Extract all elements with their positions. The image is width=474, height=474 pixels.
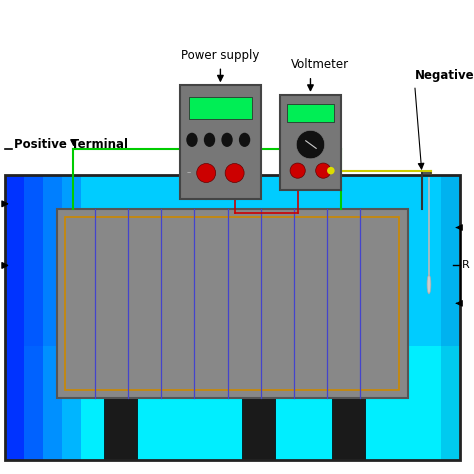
- Circle shape: [327, 167, 335, 174]
- Bar: [57, 209, 408, 398]
- Text: Positive Terminal: Positive Terminal: [14, 138, 128, 151]
- Bar: [280, 95, 341, 190]
- Text: R: R: [462, 260, 470, 271]
- Bar: [287, 104, 334, 122]
- Bar: [5, 175, 24, 460]
- Bar: [242, 398, 275, 460]
- Bar: [5, 175, 460, 460]
- Text: –: –: [187, 169, 191, 177]
- Circle shape: [290, 163, 305, 178]
- Bar: [5, 346, 460, 460]
- Circle shape: [197, 164, 216, 182]
- Bar: [104, 398, 137, 460]
- Ellipse shape: [221, 133, 233, 147]
- Bar: [62, 175, 81, 460]
- Bar: [332, 398, 365, 460]
- Circle shape: [296, 130, 325, 159]
- Bar: [180, 85, 261, 199]
- Bar: [24, 175, 43, 460]
- Bar: [189, 97, 252, 118]
- Circle shape: [225, 164, 244, 182]
- Text: Negative: Negative: [415, 69, 474, 82]
- Circle shape: [316, 163, 331, 178]
- Bar: [441, 175, 460, 460]
- Ellipse shape: [204, 133, 215, 147]
- Bar: [43, 175, 62, 460]
- Ellipse shape: [239, 133, 250, 147]
- Ellipse shape: [186, 133, 198, 147]
- Text: Voltmeter: Voltmeter: [291, 58, 349, 71]
- Text: Power supply: Power supply: [181, 49, 260, 62]
- Bar: [5, 175, 460, 460]
- Bar: [65, 217, 399, 390]
- Ellipse shape: [427, 275, 431, 294]
